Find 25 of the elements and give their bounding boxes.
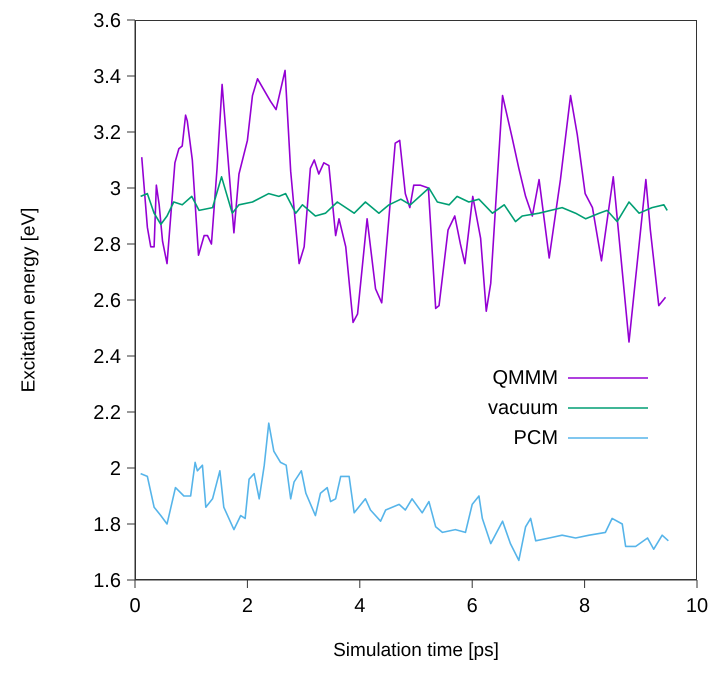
y-tick-label: 2.4 xyxy=(93,346,121,368)
y-tick-label: 3.4 xyxy=(93,66,121,88)
x-tick-label: 4 xyxy=(354,595,366,618)
y-tick-label: 2.6 xyxy=(93,290,121,312)
line-series xyxy=(140,422,670,562)
x-tick-label: 0 xyxy=(129,595,141,618)
line-series xyxy=(140,70,666,343)
y-tick-label: 2.8 xyxy=(93,234,121,256)
x-tick-label: 8 xyxy=(579,595,590,618)
y-tick-label: 3.2 xyxy=(93,122,121,144)
y-tick-label: 3.6 xyxy=(93,10,121,32)
y-tick-label: 1.6 xyxy=(93,570,121,592)
x-tick-label: 10 xyxy=(686,595,708,618)
x-tick-label: 6 xyxy=(466,595,478,618)
y-tick-label: 2.2 xyxy=(93,402,121,424)
x-axis-title: Simulation time [ps] xyxy=(333,640,499,661)
x-tick-label: 2 xyxy=(242,595,253,618)
legend-label: vacuum xyxy=(488,396,558,420)
line-series xyxy=(140,176,668,226)
y-tick-label: 2 xyxy=(110,458,121,480)
y-tick-label: 1.8 xyxy=(93,514,121,536)
y-axis-title: Excitation energy [eV] xyxy=(18,208,40,392)
y-tick-label: 3 xyxy=(110,178,121,200)
legend-label: PCM xyxy=(514,426,558,450)
legend-label: QMMM xyxy=(492,366,558,390)
